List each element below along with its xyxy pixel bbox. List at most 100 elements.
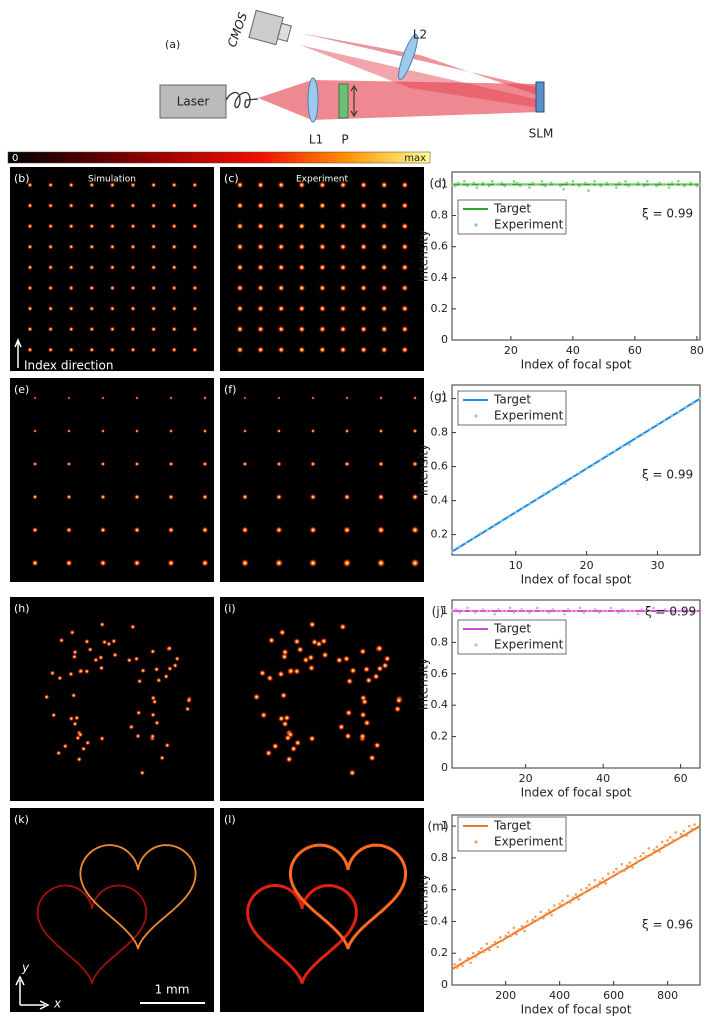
focal-spot	[266, 674, 274, 682]
focal-spot	[27, 223, 33, 229]
y-axis-label: Intensity	[417, 874, 431, 926]
focal-spot	[380, 202, 388, 210]
panel-label: (b)	[14, 172, 30, 185]
focal-spot	[78, 668, 84, 674]
focal-spot	[172, 662, 178, 669]
focal-spot	[360, 346, 368, 354]
experiment-point	[499, 936, 502, 939]
experiment-point	[605, 181, 609, 185]
focal-spot	[89, 223, 95, 229]
y-axis-label: Intensity	[417, 444, 431, 496]
experiment-point	[539, 910, 543, 914]
experiment-point	[479, 531, 482, 535]
experiment-point	[656, 422, 659, 426]
experiment-point	[463, 959, 467, 963]
experiment-point	[606, 872, 610, 876]
focal-spot	[186, 697, 192, 704]
focal-spot	[65, 526, 73, 534]
focal-spot	[192, 347, 198, 353]
experiment-point	[677, 837, 680, 841]
focal-spot	[202, 428, 208, 434]
experiment-point	[493, 524, 496, 528]
focal-spot	[345, 677, 354, 685]
experiment-point	[559, 184, 562, 188]
experiment-point	[454, 608, 458, 611]
experiment-point	[528, 611, 531, 614]
experiment-point	[525, 920, 529, 923]
experiment-point	[677, 180, 680, 183]
focal-spot	[68, 285, 74, 291]
focal-spot	[169, 396, 173, 400]
experiment-point	[565, 181, 568, 185]
focal-spot	[75, 735, 81, 741]
focal-spot	[155, 677, 162, 684]
y-tick-label: 0.6	[431, 460, 449, 473]
index-direction-label: Index direction	[24, 359, 113, 373]
legend-swatch	[474, 643, 478, 647]
y-tick-label: 0.4	[431, 698, 449, 711]
focal-spot	[135, 396, 139, 400]
focal-spot	[236, 181, 244, 189]
focal-spot	[93, 657, 99, 663]
focal-spot	[339, 202, 347, 210]
experiment-point	[692, 183, 696, 186]
experiment-point	[690, 827, 694, 831]
focal-spot	[310, 461, 316, 467]
experiment-point	[634, 436, 638, 440]
legend-label: Target	[493, 819, 531, 833]
focal-spot	[257, 202, 265, 210]
focal-spot	[310, 428, 316, 434]
experiment-point	[549, 181, 553, 185]
focal-spot	[318, 305, 326, 313]
focal-spot	[339, 181, 347, 189]
experiment-point	[582, 891, 586, 895]
focal-spot	[345, 396, 349, 400]
experiment-point	[534, 183, 537, 186]
experiment-point	[646, 180, 649, 183]
focal-spot	[277, 222, 285, 230]
focal-spot	[106, 641, 112, 647]
experiment-point	[501, 939, 505, 942]
experiment-point	[542, 492, 546, 496]
focal-spot	[55, 750, 62, 756]
experiment-point	[647, 847, 651, 850]
y-tick-label: 0.2	[431, 528, 449, 541]
experiment-point	[625, 609, 628, 613]
experiment-point	[620, 862, 624, 866]
experiment-point	[648, 609, 651, 613]
experiment-point	[521, 506, 525, 509]
focal-spot	[376, 665, 384, 673]
y-tick-label: 0.8	[431, 426, 449, 439]
experiment-point	[485, 942, 489, 945]
legend-label: Experiment	[494, 218, 564, 232]
experiment-point	[621, 183, 624, 186]
focal-spot	[159, 755, 165, 761]
heart-pattern	[79, 844, 197, 950]
focal-spot	[27, 326, 33, 333]
experiment-point	[518, 184, 522, 188]
experiment-point	[507, 514, 510, 518]
panel-label: (l)	[224, 813, 236, 826]
experiment-point	[649, 183, 652, 186]
experiment-point	[644, 609, 648, 613]
experiment-point	[689, 181, 692, 185]
experiment-point	[536, 918, 540, 922]
focal-spot	[154, 720, 160, 726]
panel-label: (m)	[427, 820, 448, 834]
experiment-point	[542, 916, 545, 920]
focal-spot	[32, 494, 38, 500]
focal-spot	[49, 670, 56, 676]
focal-spot	[318, 243, 326, 251]
experiment-point	[615, 867, 618, 871]
focal-spot	[47, 202, 54, 209]
focal-spot	[133, 526, 141, 534]
experiment-point	[698, 397, 702, 400]
panel-label: (j)	[432, 605, 445, 619]
experiment-point	[472, 951, 475, 955]
focal-spot	[192, 223, 198, 229]
focal-spot	[68, 326, 74, 333]
experiment-point	[455, 966, 459, 969]
x-axis-label: Index of focal spot	[521, 573, 632, 587]
focal-spot	[401, 284, 409, 292]
focal-spot	[401, 305, 409, 313]
